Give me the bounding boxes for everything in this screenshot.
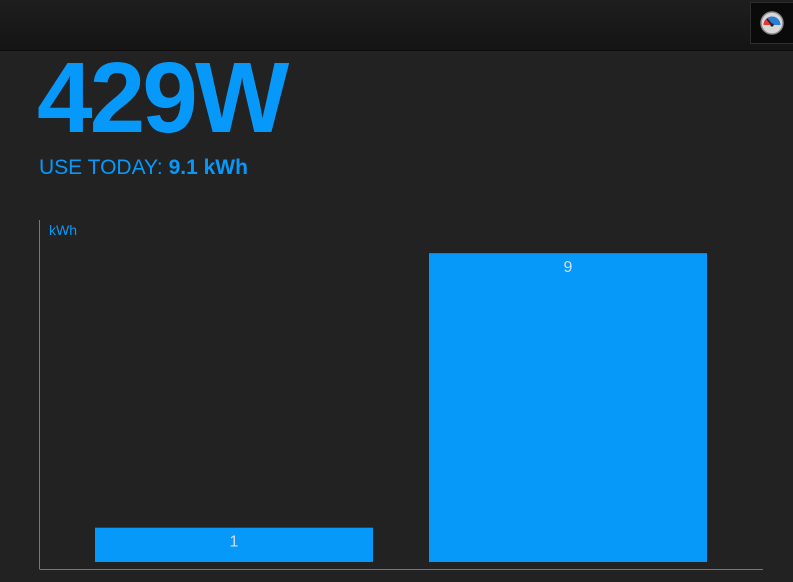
bar-2	[429, 253, 707, 563]
bar-value-label: 9	[564, 259, 573, 276]
use-today: USE TODAY: 9.1 kWh	[39, 156, 248, 180]
top-bar	[0, 0, 793, 51]
power-unit: W	[194, 42, 289, 154]
power-value: 429	[37, 42, 198, 154]
app-menu-button[interactable]	[750, 2, 793, 44]
bar-value-label: 1	[230, 534, 239, 551]
use-today-label: USE TODAY:	[39, 156, 163, 179]
use-today-value: 9.1 kWh	[168, 156, 248, 179]
y-axis-label: kWh	[49, 222, 77, 238]
current-power-reading: 429W	[37, 48, 289, 148]
bar-1	[95, 527, 373, 562]
daily-usage-chart: kWh 1 9	[39, 220, 763, 570]
gauge-icon	[760, 11, 784, 35]
